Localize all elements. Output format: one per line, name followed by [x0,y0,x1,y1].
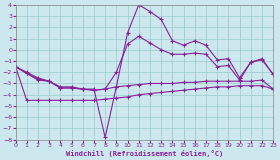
X-axis label: Windchill (Refroidissement éolien,°C): Windchill (Refroidissement éolien,°C) [66,150,223,157]
